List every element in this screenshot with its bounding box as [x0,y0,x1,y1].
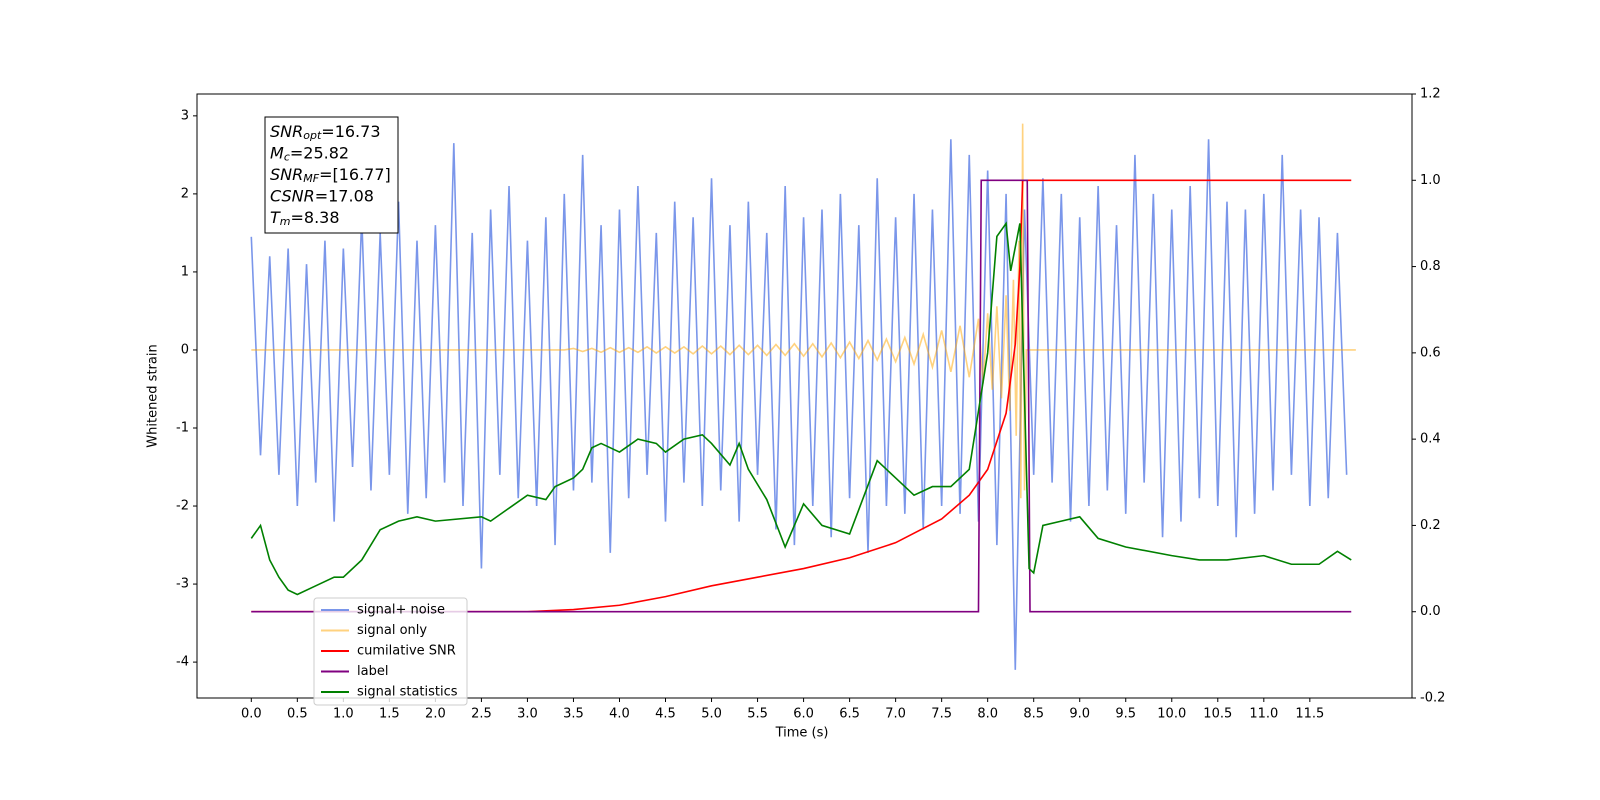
series-line [251,123,1356,499]
annotation-line: SNRMF=[16.77] [270,165,391,186]
annotation-text: =[16.77] [319,165,391,184]
annotation-text: =17.08 [315,186,374,205]
annotation-sub: c [284,151,290,164]
x-tick-label: 3.0 [517,707,538,722]
y2-tick-label: 1.0 [1420,173,1441,188]
annotation-box [264,116,399,234]
annotation-text: =8.38 [291,208,340,227]
x-tick-label: 9.0 [1069,707,1090,722]
x-tick-label: 0.0 [241,707,262,722]
y-tick-label: -4 [176,655,189,670]
y2-tick-label: 0.8 [1420,259,1441,274]
x-tick-label: 8.0 [977,707,998,722]
y-tick-label: -1 [176,420,189,435]
x-tick-label: 3.5 [563,707,584,722]
x-tick-label: 6.0 [793,707,814,722]
annotation-line: SNRopt=16.73 [270,122,381,143]
annotation-text: =25.82 [290,143,349,162]
annotation-sub: m [280,215,291,228]
y-axis-label: Whitened strain [146,344,161,447]
y2-tick-label: 0.0 [1420,604,1441,619]
legend-label: label [357,664,388,679]
x-tick-label: 2.5 [471,707,492,722]
legend-label: signal only [357,623,427,638]
annotation-main: T [270,208,281,227]
annotation-text: =16.73 [321,122,380,141]
legend-label: signal statistics [357,685,458,700]
x-tick-label: 10.0 [1157,707,1186,722]
x-tick-label: 5.5 [747,707,768,722]
y2-tick-label: 0.6 [1420,345,1441,360]
series-line [251,179,1352,613]
x-tick-label: 1.0 [333,707,354,722]
x-tick-label: 4.0 [609,707,630,722]
annotation-main: M [270,143,284,162]
x-tick-label: 11.5 [1295,707,1324,722]
x-tick-label: 1.5 [379,707,400,722]
series-line [251,179,1352,613]
annotation-line: Mc=25.82 [270,143,349,164]
x-tick-label: 6.5 [839,707,860,722]
y-tick-label: 3 [181,108,189,123]
y-tick-label: 2 [181,186,189,201]
y-tick-label: -2 [176,499,189,514]
annotation-sub: opt [303,129,322,142]
x-tick-label: 4.5 [655,707,676,722]
annotation-main: SNR [270,122,303,141]
legend-label: signal+ noise [357,603,445,618]
annotation-line: CSNR=17.08 [270,186,374,205]
legend-label: cumilative SNR [357,644,456,659]
y2-tick-label: 1.2 [1420,87,1441,102]
y-tick-label: 0 [181,342,189,357]
annotation-main: CSNR [270,186,315,205]
legend-box [313,597,468,706]
x-tick-label: 0.5 [287,707,308,722]
y-tick-label: -3 [176,577,189,592]
y-tick-label: 1 [181,264,189,279]
y2-tick-label: 0.2 [1420,518,1441,533]
x-tick-label: 5.0 [701,707,722,722]
y2-tick-label: -0.2 [1420,691,1445,706]
y2-tick-label: 0.4 [1420,432,1441,447]
x-tick-label: 7.0 [885,707,906,722]
x-tick-label: 7.5 [931,707,952,722]
x-tick-label: 10.5 [1203,707,1232,722]
annotation-main: SNR [270,165,303,184]
x-tick-label: 8.5 [1023,707,1044,722]
series-line [250,139,1348,670]
x-axis-label: Time (s) [775,726,829,741]
series-line [250,221,1352,596]
x-tick-label: 11.0 [1249,707,1278,722]
x-tick-label: 9.5 [1115,707,1136,722]
x-tick-label: 2.0 [425,707,446,722]
annotation-line: Tm=8.38 [270,208,340,229]
plot-frame [196,93,1413,699]
annotation-sub: MF [303,172,319,185]
